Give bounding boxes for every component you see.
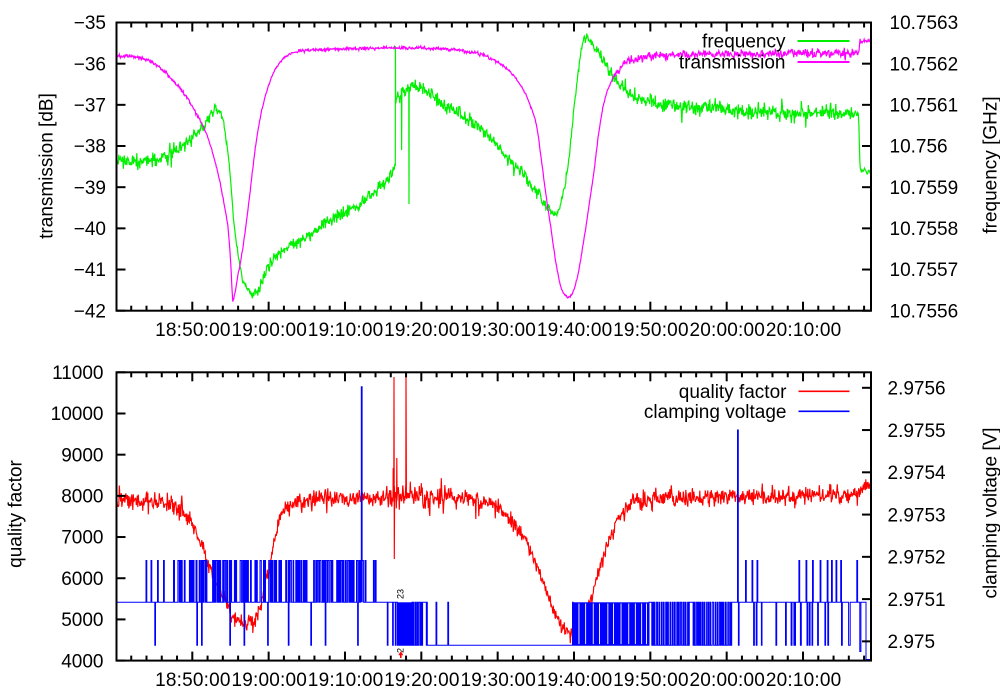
svg-text:8000: 8000 — [61, 487, 103, 508]
svg-text:−35: −35 — [74, 13, 106, 34]
svg-text:transmission: transmission — [679, 53, 786, 74]
svg-text:20:10:00: 20:10:00 — [766, 670, 842, 691]
svg-text:2.9752: 2.9752 — [888, 548, 946, 569]
svg-text:clamping voltage [V]: clamping voltage [V] — [981, 427, 1000, 598]
svg-text:−37: −37 — [74, 96, 106, 117]
svg-text:frequency: frequency — [702, 32, 786, 53]
svg-text:19:00:00: 19:00:00 — [231, 320, 307, 341]
svg-text:19:50:00: 19:50:00 — [613, 320, 689, 341]
svg-text:4000: 4000 — [61, 651, 103, 672]
svg-text:19:40:00: 19:40:00 — [537, 320, 613, 341]
svg-text:2.9753: 2.9753 — [888, 505, 946, 526]
svg-text:7000: 7000 — [61, 528, 103, 549]
svg-text:19:30:00: 19:30:00 — [460, 320, 536, 341]
svg-text:20:10:00: 20:10:00 — [766, 320, 842, 341]
svg-text:10.7562: 10.7562 — [890, 54, 959, 75]
svg-text:2.9756: 2.9756 — [888, 379, 946, 400]
svg-text:2.975: 2.975 — [888, 632, 936, 653]
svg-text:5000: 5000 — [61, 610, 103, 631]
svg-text:6000: 6000 — [61, 569, 103, 590]
svg-text:−38: −38 — [74, 137, 106, 158]
svg-text:2.9751: 2.9751 — [888, 590, 946, 611]
svg-text:quality factor: quality factor — [679, 382, 787, 403]
svg-text:−40: −40 — [74, 219, 106, 240]
svg-text:10.7557: 10.7557 — [890, 260, 959, 281]
svg-text:11000: 11000 — [52, 363, 103, 384]
svg-text:−41: −41 — [74, 260, 106, 281]
svg-text:2.9755: 2.9755 — [888, 421, 946, 442]
svg-text:19:40:00: 19:40:00 — [537, 670, 613, 691]
svg-text:2.9754: 2.9754 — [888, 463, 947, 484]
svg-text:20:00:00: 20:00:00 — [689, 320, 765, 341]
svg-text:19:00:00: 19:00:00 — [231, 670, 307, 691]
svg-text:19:50:00: 19:50:00 — [613, 670, 689, 691]
svg-text:10.7558: 10.7558 — [890, 219, 959, 240]
svg-text:10.756: 10.756 — [890, 137, 948, 158]
svg-text:23: 23 — [396, 589, 406, 599]
svg-text:−42: −42 — [74, 301, 106, 322]
svg-text:10.7561: 10.7561 — [890, 96, 959, 117]
svg-text:19:20:00: 19:20:00 — [384, 320, 460, 341]
svg-text:19:10:00: 19:10:00 — [308, 320, 384, 341]
svg-text:10.7559: 10.7559 — [890, 178, 959, 199]
svg-text:19:20:00: 19:20:00 — [384, 670, 460, 691]
svg-text:quality factor: quality factor — [6, 459, 27, 567]
svg-text:10.7556: 10.7556 — [890, 301, 959, 322]
svg-text:19:30:00: 19:30:00 — [460, 670, 536, 691]
svg-text:2: 2 — [396, 648, 406, 653]
svg-text:20:00:00: 20:00:00 — [689, 670, 765, 691]
svg-text:clamping voltage: clamping voltage — [644, 402, 787, 423]
svg-text:−39: −39 — [74, 178, 106, 199]
svg-text:10.7563: 10.7563 — [890, 13, 959, 34]
svg-text:−36: −36 — [74, 54, 106, 75]
svg-text:transmission [dB]: transmission [dB] — [37, 93, 58, 239]
svg-text:frequency [GHz]: frequency [GHz] — [981, 96, 1000, 233]
svg-text:10000: 10000 — [51, 404, 104, 425]
svg-text:19:10:00: 19:10:00 — [308, 670, 384, 691]
svg-text:18:50:00: 18:50:00 — [155, 670, 231, 691]
svg-text:18:50:00: 18:50:00 — [155, 320, 231, 341]
svg-text:9000: 9000 — [61, 445, 103, 466]
